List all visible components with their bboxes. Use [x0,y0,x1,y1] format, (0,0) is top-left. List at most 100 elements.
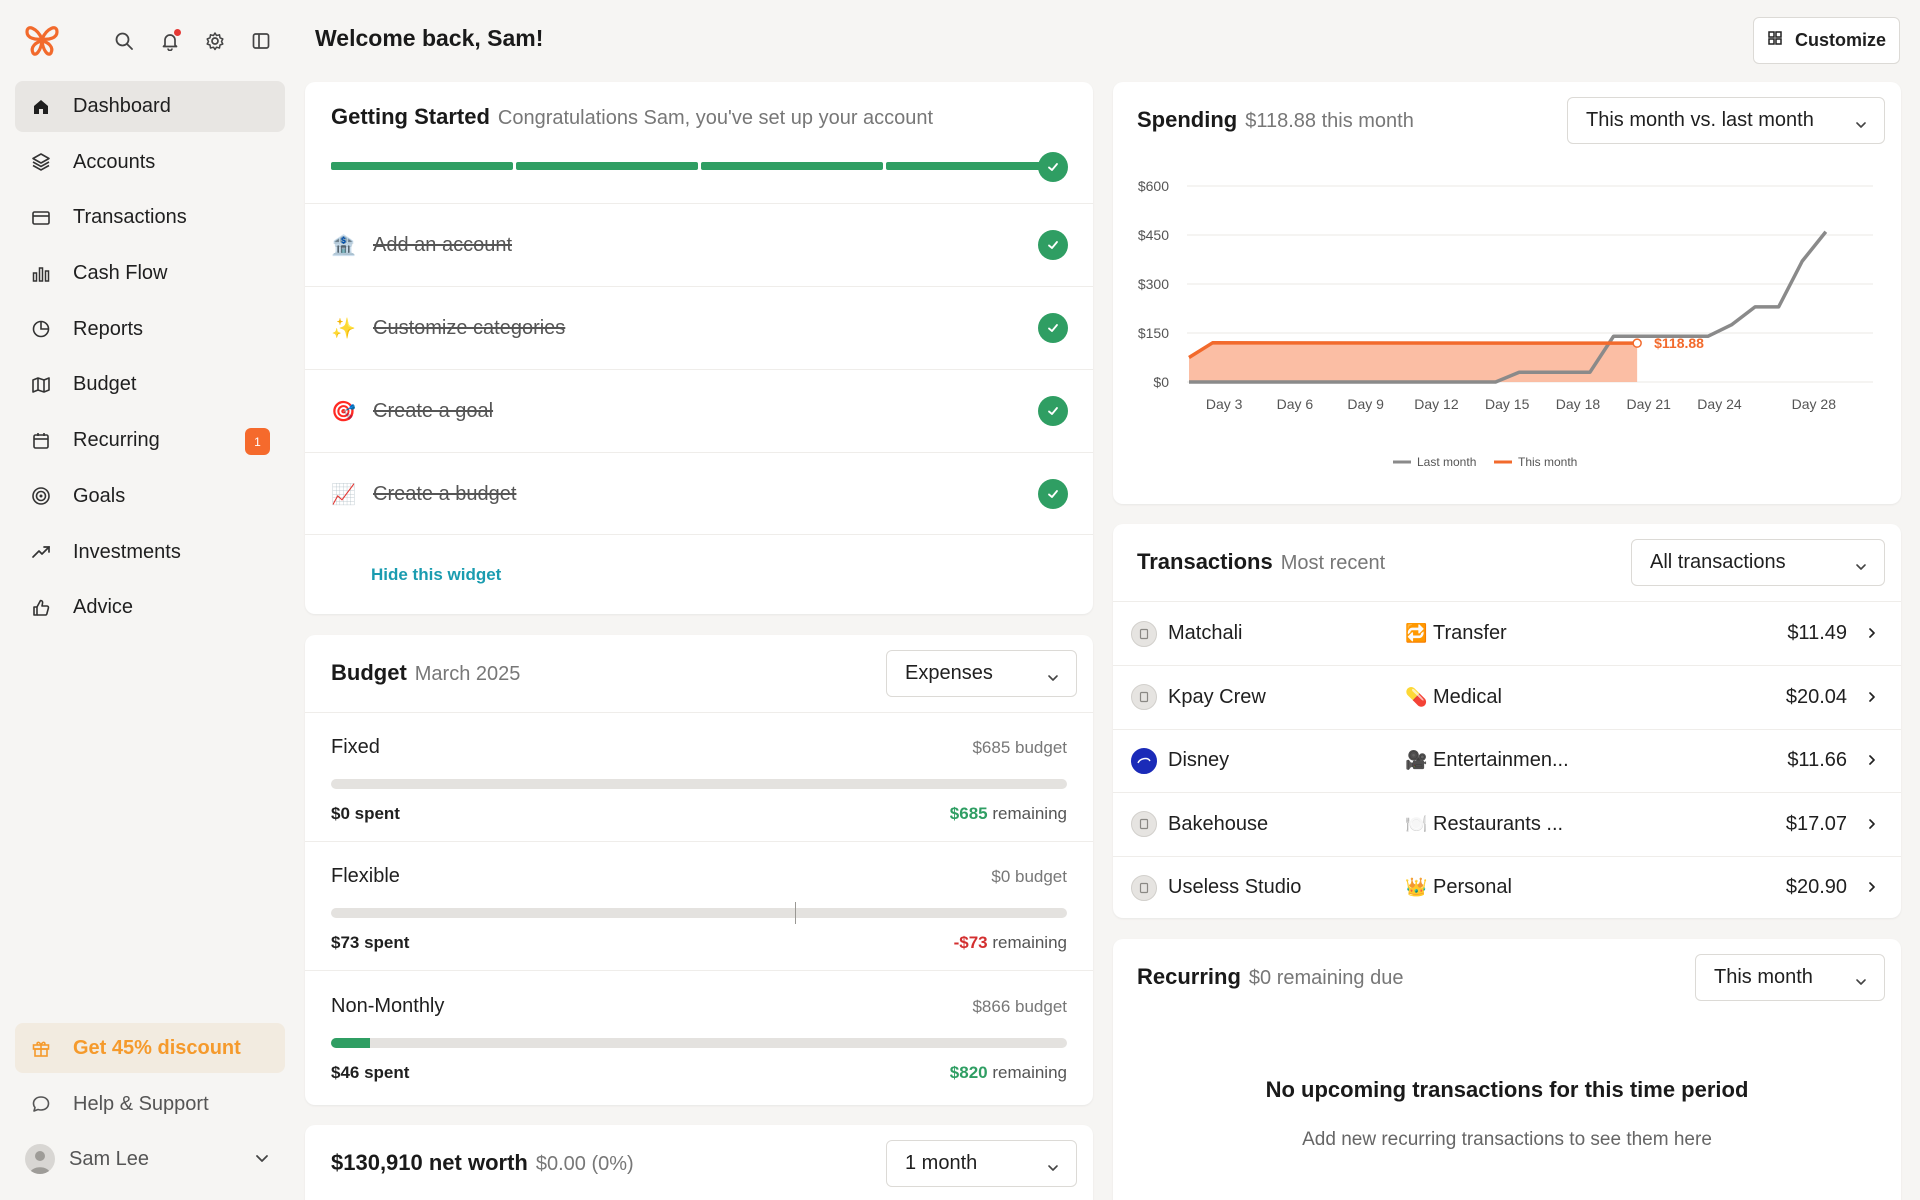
recurring-count-badge: 1 [245,428,270,456]
sidebar-item-label: Cash Flow [73,262,168,285]
sparkles-icon: ✨ [331,317,356,340]
target-icon [30,485,52,507]
net-worth-card: $130,910 net worth $0.00 (0%) 1 month [305,1125,1093,1200]
budget-row-spent: $73 spent [331,933,410,952]
progress-segment [701,162,883,170]
budget-progress-track [331,1038,1067,1048]
recurring-period-select[interactable]: This month [1695,954,1885,1001]
task-create-goal[interactable]: 🎯 Create a goal [305,370,1093,452]
sidebar-item-recurring[interactable]: Recurring 1 [15,415,285,466]
budget-row-budget: $0 budget [991,867,1067,886]
category-icon: 🎥 [1405,750,1428,770]
divider [305,712,1093,713]
budget-row-name: Non-Monthly [331,995,445,1017]
chart-series: $118.88 [1188,230,1828,384]
y-tick-label: $600 [1138,178,1169,194]
hide-widget-link[interactable]: Hide this widget [371,565,502,584]
chevron-right-icon [1865,817,1879,836]
budget-row-budget: $685 budget [972,738,1067,757]
divider [305,369,1093,370]
chevron-down-icon [1854,557,1868,580]
chevron-down-icon [1046,1158,1060,1181]
x-tick-label: Day 21 [1627,396,1672,412]
divider [1113,601,1901,602]
sidebar-toggle-icon[interactable] [248,28,274,54]
current-value-label: $118.88 [1654,335,1704,351]
table-row[interactable]: Matchali 🔁 Transfer $11.49 [1113,602,1901,665]
help-support-button[interactable]: Help & Support [15,1079,285,1129]
sidebar-item-dashboard[interactable]: Dashboard [15,81,285,132]
sidebar-item-reports[interactable]: Reports [15,304,285,355]
butterfly-logo[interactable] [22,20,62,60]
gear-icon[interactable] [202,28,228,54]
chevron-right-icon [1865,626,1879,645]
chevron-right-icon [1865,880,1879,899]
discount-label: Get 45% discount [73,1036,241,1059]
sidebar-item-investments[interactable]: Investments [15,527,285,578]
category-name: Medical [1433,685,1502,708]
sidebar-item-label: Advice [73,596,134,619]
sidebar-item-accounts[interactable]: Accounts [15,137,285,188]
remaining-amount: $820 [949,1063,988,1082]
table-row[interactable]: Useless Studio 👑 Personal $20.90 [1113,856,1901,918]
trend-up-icon [30,541,52,563]
card-title-text: Budget [331,660,407,685]
transactions-filter-select[interactable]: All transactions [1631,539,1885,586]
task-label: Create a goal [373,399,494,422]
chart-legend[interactable]: Last month This month [1393,455,1577,469]
bank-icon: 🏦 [331,234,356,257]
table-row[interactable]: Kpay Crew 💊 Medical $20.04 [1113,666,1901,729]
bell-icon[interactable] [157,28,183,54]
chevron-down-icon [1046,668,1060,691]
this-month-line [1188,341,1638,359]
budget-row-non-monthly[interactable]: Non-Monthly $866 budget $46 spent $820 r… [331,995,1067,1095]
task-create-budget[interactable]: 📈 Create a budget [305,453,1093,535]
merchant-name: Bakehouse [1168,812,1269,835]
select-value: This month [1714,966,1813,988]
discount-button[interactable]: Get 45% discount [15,1023,285,1073]
sidebar-item-cash-flow[interactable]: Cash Flow [15,248,285,299]
x-tick-label: Day 18 [1556,396,1601,412]
customize-button[interactable]: Customize [1753,17,1900,64]
sidebar-item-transactions[interactable]: Transactions [15,192,285,243]
budget-type-select[interactable]: Expenses [886,650,1077,697]
search-icon[interactable] [111,28,137,54]
chevron-down-icon [1854,115,1868,138]
budget-row-remaining: $820 remaining [950,1063,1067,1083]
transactions-title: Transactions Most recent [1137,549,1385,575]
sidebar-item-budget[interactable]: Budget [15,359,285,410]
x-tick-label: Day 3 [1206,396,1243,412]
budget-row-flexible[interactable]: Flexible $0 budget $73 spent -$73 remain… [331,865,1067,965]
category-icon: 💊 [1405,686,1428,707]
x-tick-label: Day 9 [1347,396,1384,412]
avatar [25,1144,55,1174]
category-name: Restaurants ... [1433,812,1564,835]
table-row[interactable]: Disney 🎥 Entertainmen... $11.66 [1113,729,1901,792]
amount: $11.49 [1787,622,1847,644]
x-tick-label: Day 12 [1414,396,1459,412]
sidebar-item-label: Transactions [73,206,187,229]
task-customize-categories[interactable]: ✨ Customize categories [305,287,1093,369]
table-row[interactable]: Bakehouse 🍽️ Restaurants ... $17.07 [1113,793,1901,856]
chevron-down-icon [1854,972,1868,995]
empty-state-title: No upcoming transactions for this time p… [1265,1077,1749,1102]
net-worth-title: $130,910 net worth $0.00 (0%) [331,1150,634,1176]
help-support-label: Help & Support [73,1092,209,1115]
sidebar-item-goals[interactable]: Goals [15,471,285,522]
net-worth-period-select[interactable]: 1 month [886,1140,1077,1187]
budget-progress-track [331,779,1067,789]
divider [1113,728,1901,730]
budget-row-spent: $0 spent [331,804,400,823]
sidebar-item-advice[interactable]: Advice [15,582,285,633]
select-value: Expenses [905,662,993,684]
budget-row-fixed[interactable]: Fixed $685 budget $0 spent $685 remainin… [331,736,1067,836]
select-value: 1 month [905,1152,978,1174]
select-value: This month vs. last month [1586,109,1814,131]
sidebar-item-label: Reports [73,317,144,340]
budget-row-remaining: -$73 remaining [954,933,1067,953]
amount: $17.07 [1785,812,1847,835]
task-add-account[interactable]: 🏦 Add an account [305,204,1093,286]
user-menu[interactable]: Sam Lee [15,1134,285,1184]
spending-comparison-select[interactable]: This month vs. last month [1567,97,1885,144]
budget-row-name: Fixed [331,736,380,758]
